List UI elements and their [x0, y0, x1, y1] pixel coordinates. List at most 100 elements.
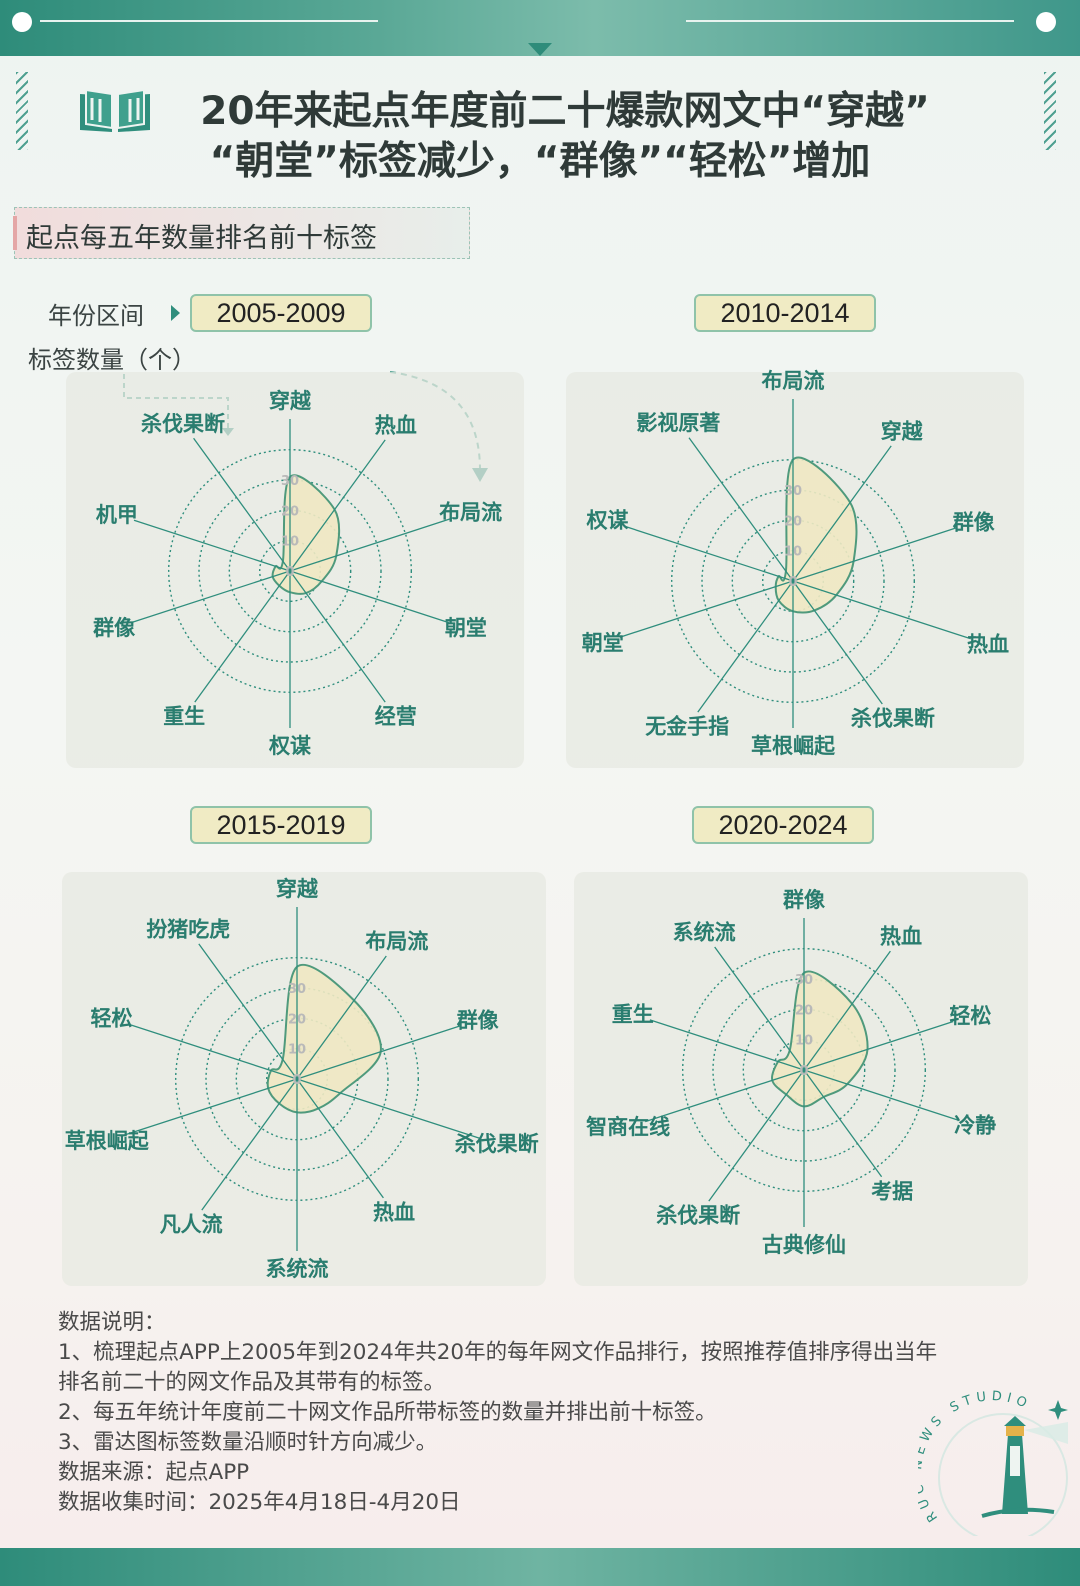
axis-label: 重生 — [612, 1002, 654, 1026]
radar-spoke — [133, 519, 291, 572]
tick-label: 10 — [784, 545, 802, 560]
tick-label: 0 — [799, 1064, 808, 1079]
radar-spoke — [803, 1069, 959, 1121]
axis-label: 布局流 — [365, 930, 428, 954]
axis-label: 杀伐果断 — [656, 1204, 740, 1228]
axis-label: 权谋 — [586, 509, 630, 533]
banner-notch — [528, 43, 552, 56]
decor-hatch-left — [16, 72, 28, 150]
axis-label: 扮猪吃虎 — [146, 917, 230, 941]
tick-label: 20 — [784, 514, 802, 529]
notes-line-2: 2、每五年统计年度前二十网文作品所带标签的数量并排出前十标签。 — [58, 1400, 717, 1425]
radar-spoke — [803, 1069, 883, 1178]
axis-label: 群像 — [93, 616, 136, 640]
axis-label: 热血 — [967, 632, 1009, 656]
tick-label: 20 — [795, 1003, 813, 1018]
axis-label: 杀伐果断 — [851, 707, 935, 731]
axis-label: 杀伐果断 — [455, 1132, 539, 1156]
period-badge-3: 2015-2019 — [190, 806, 372, 844]
radar-spoke — [624, 525, 794, 582]
axis-label: 热血 — [375, 413, 417, 437]
axis-label: 冷静 — [954, 1114, 996, 1138]
radar-spoke — [803, 950, 891, 1071]
radar-spoke — [792, 580, 883, 705]
axis-label: 系统流 — [266, 1257, 329, 1281]
radar-spoke — [201, 1078, 298, 1211]
radar-spoke — [289, 570, 450, 624]
axis-label: 考据 — [871, 1179, 913, 1203]
tick-label: 30 — [281, 474, 299, 489]
radar-spoke — [644, 1069, 805, 1123]
axis-label: 古典修仙 — [762, 1233, 846, 1257]
axis-label: 热血 — [880, 925, 922, 949]
arrow-right-icon — [171, 305, 180, 321]
page-title-line-2: “朝堂”标签减少，“群像”“轻松”增加 — [209, 139, 871, 184]
axis-label: 群像 — [457, 1008, 500, 1032]
axis-label: 智商在线 — [586, 1115, 670, 1139]
radar-spoke — [194, 570, 291, 703]
tick-label: 10 — [281, 535, 299, 550]
radar-spoke — [792, 580, 972, 640]
radar-spoke — [130, 570, 291, 624]
axis-label: 机甲 — [96, 503, 138, 527]
axis-label: 朝堂 — [582, 631, 624, 655]
axis-label: 杀伐果断 — [141, 412, 225, 436]
tick-label: 0 — [285, 565, 294, 580]
radar-spoke — [289, 570, 386, 703]
axis-label: 穿越 — [269, 389, 312, 413]
grid-ring — [712, 978, 896, 1162]
notes-line-1a: 1、梳理起点APP上2005年到2024年共20年的每年网文作品排行，按照推荐值… — [58, 1340, 938, 1365]
axis-label: 朝堂 — [445, 616, 487, 640]
axis-label: 群像 — [953, 510, 996, 534]
axis-label: 布局流 — [762, 369, 825, 393]
axis-label: 轻松 — [949, 1004, 991, 1028]
tick-label: 10 — [795, 1034, 813, 1049]
axis-label: 布局流 — [439, 500, 502, 524]
tick-label: 30 — [795, 973, 813, 988]
sparkle-icon — [1048, 1400, 1068, 1420]
axis-label: 草根崛起 — [65, 1129, 150, 1153]
radar-spoke — [649, 1019, 805, 1071]
page-title-line-1: 20年来起点年度前二十爆款网文中“穿越” — [200, 89, 930, 134]
decor-hatch-right — [1044, 72, 1056, 150]
studio-logo: RUC NEWS STUDIO — [918, 1389, 1068, 1536]
axis-label: 热血 — [373, 1201, 415, 1225]
axis-label: 穿越 — [276, 877, 319, 901]
axis-label: 轻松 — [91, 1007, 133, 1031]
radar-spoke — [708, 1069, 805, 1202]
radar-spoke — [714, 946, 805, 1071]
radar-spoke — [619, 580, 794, 638]
notes-collected: 数据收集时间：2025年4月18日-4月20日 — [58, 1490, 461, 1515]
tick-label: 30 — [288, 982, 306, 997]
radar-spoke — [296, 955, 387, 1080]
axis-label: 影视原著 — [636, 411, 720, 435]
tick-label: 0 — [292, 1073, 301, 1088]
radar-spoke — [296, 1078, 384, 1199]
axis-label: 经营 — [375, 705, 417, 729]
radar-spoke — [289, 439, 386, 572]
axis-label: 重生 — [163, 705, 205, 729]
grid-ring — [198, 479, 382, 663]
tick-label: 0 — [788, 575, 797, 590]
notes-line-1b: 排名前二十的网文作品及其带有的标签。 — [58, 1370, 446, 1395]
data-notes: 数据说明： 1、梳理起点APP上2005年到2024年共20年的每年网文作品排行… — [58, 1308, 937, 1518]
grid-ring — [701, 489, 885, 673]
banner-line-left — [40, 20, 378, 22]
tick-label: 10 — [288, 1043, 306, 1058]
period-legend-label: 年份区间 — [48, 302, 144, 330]
axis-label: 系统流 — [673, 921, 736, 945]
radar-spoke — [792, 527, 957, 582]
tick-label: 20 — [281, 504, 299, 519]
banner-dot-right — [1036, 12, 1056, 32]
book-icon — [80, 88, 150, 132]
radar-spoke — [128, 1023, 298, 1080]
radar-spoke — [803, 1020, 954, 1071]
axis-label: 权谋 — [268, 734, 312, 758]
tick-label: 30 — [784, 484, 802, 499]
top-banner — [0, 0, 1080, 56]
radar-spoke — [688, 437, 794, 582]
banner-line-right — [686, 20, 1014, 22]
